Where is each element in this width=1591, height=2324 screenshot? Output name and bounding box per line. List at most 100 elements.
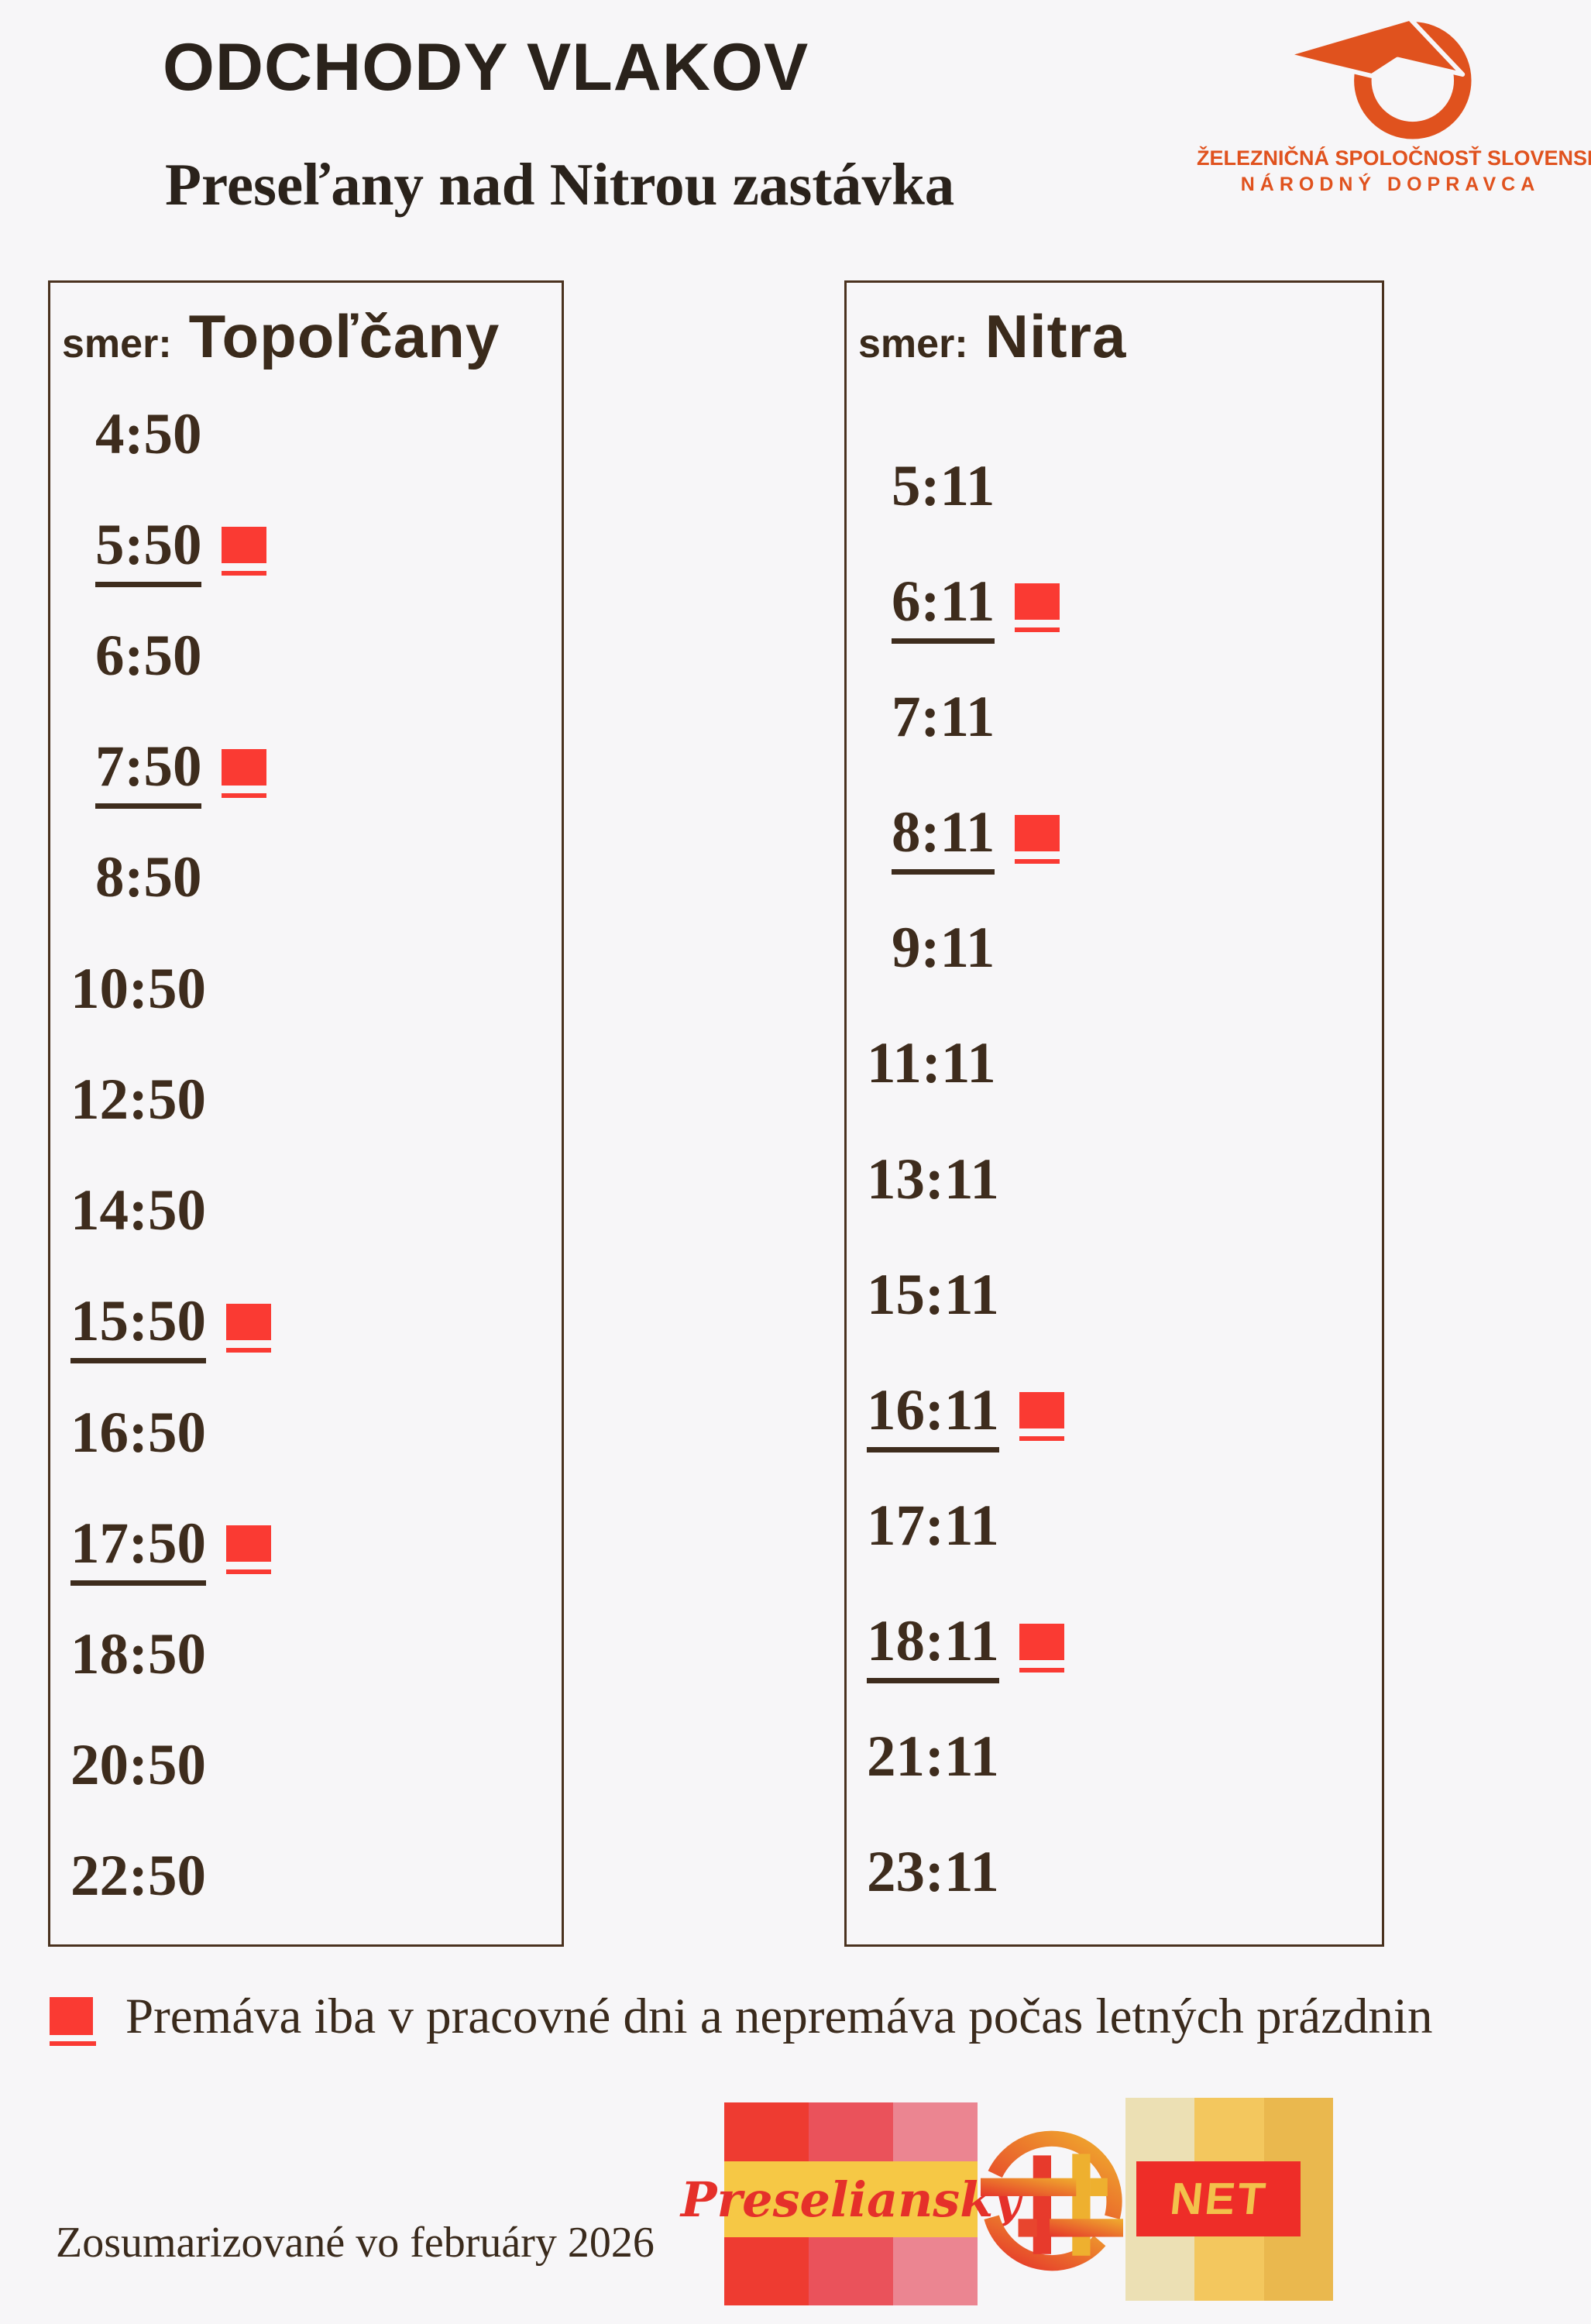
departure-time: 7:50	[95, 737, 202, 810]
direction-label: smer:	[62, 321, 172, 366]
departure-row: 17:50	[50, 1494, 562, 1605]
departure-row: 9:11	[847, 897, 1382, 1012]
summary-date: Zosumarizované vo februáry 2026	[56, 2219, 655, 2267]
departure-row: 15:11	[847, 1243, 1382, 1359]
departure-row: 4:50	[50, 385, 562, 496]
departure-time: 15:50	[70, 1292, 206, 1364]
departure-time: 7:11	[892, 684, 995, 749]
departure-row: 8:50	[50, 829, 562, 940]
red-underline	[50, 2041, 96, 2046]
preseliansky-wordmark: Preseliansky	[680, 2171, 1022, 2228]
zssk-logo: ŽELEZNIČNÁ SPOLOČNOSŤ SLOVENSKO NÁRODNÝ …	[1197, 11, 1591, 197]
red-square-icon	[50, 1997, 93, 2035]
departure-row: 6:50	[50, 607, 562, 717]
departure-row: 15:50	[50, 1273, 562, 1384]
column-header: smer: Topoľčany	[50, 283, 562, 372]
departure-list: 5:11 6:11 7:11 8:11	[847, 435, 1382, 1937]
departure-time: 11:11	[867, 1031, 996, 1096]
departure-time: 5:11	[892, 453, 995, 518]
departure-row: 18:50	[50, 1605, 562, 1716]
departure-row: 10:50	[50, 940, 562, 1050]
workday-marker-icon	[1015, 814, 1060, 864]
workday-marker-icon	[1019, 1392, 1064, 1442]
departure-time: 9:11	[892, 916, 995, 981]
departure-time: 18:11	[867, 1612, 999, 1684]
column-header: smer: Nitra	[847, 283, 1382, 372]
departure-row: 18:11	[847, 1590, 1382, 1706]
zssk-train-icon	[1283, 15, 1472, 139]
departure-row: 11:11	[847, 1012, 1382, 1128]
departure-list: 4:50 5:50 6:50 7:50	[50, 385, 562, 1938]
net-wordmark: NET	[1167, 2174, 1270, 2224]
departure-row: 21:11	[847, 1706, 1382, 1821]
departure-time: 21:11	[867, 1724, 999, 1789]
departure-time: 16:11	[867, 1381, 999, 1452]
departure-time: 20:50	[70, 1733, 206, 1798]
red-square-icon	[1015, 583, 1060, 621]
departure-time: 6:50	[95, 624, 202, 689]
preseliansky-band: Preseliansky	[681, 2161, 1021, 2237]
red-underline	[1015, 627, 1060, 633]
station-name: Preseľany nad Nitrou zastávka	[165, 151, 955, 218]
departure-row: 6:11	[847, 550, 1382, 665]
red-underline	[1019, 1436, 1064, 1442]
departure-time: 12:50	[70, 1067, 206, 1132]
departure-time: 8:11	[892, 803, 995, 875]
red-square-icon	[222, 527, 267, 564]
red-square-icon	[1015, 814, 1060, 851]
departure-row: 5:50	[50, 496, 562, 607]
red-square-icon	[225, 1303, 271, 1340]
departure-time: 4:50	[95, 401, 202, 466]
departure-time: 18:50	[70, 1622, 206, 1687]
red-square-icon	[222, 748, 267, 786]
legend: Premáva iba v pracovné dni a nepremáva p…	[50, 1980, 1433, 2046]
departure-row: 13:11	[847, 1128, 1382, 1243]
departure-row: 8:11	[847, 781, 1382, 896]
departure-time: 5:50	[95, 516, 202, 587]
red-underline	[1019, 1667, 1064, 1673]
departure-row: 12:50	[50, 1050, 562, 1161]
legend-text: Premáva iba v pracovné dni a nepremáva p…	[125, 1989, 1433, 2044]
workday-marker-icon	[1015, 583, 1060, 633]
workday-marker-icon	[222, 527, 267, 576]
red-underline	[225, 1347, 271, 1353]
legend-marker-icon	[50, 1997, 96, 2046]
departure-row: 5:11	[847, 435, 1382, 550]
red-underline	[222, 571, 267, 576]
departure-row: 16:50	[50, 1384, 562, 1494]
departure-time: 17:50	[70, 1514, 206, 1586]
departure-row: 23:11	[847, 1821, 1382, 1937]
page-title: ODCHODY VLAKOV	[163, 30, 809, 105]
direction-column-topolcany: smer: Topoľčany 4:50 5:50 6:50	[48, 280, 564, 1947]
workday-marker-icon	[222, 748, 267, 798]
direction-column-nitra: smer: Nitra 5:11 6:11 7:11	[844, 280, 1384, 1947]
workday-marker-icon	[225, 1303, 271, 1353]
departure-row: 22:50	[50, 1827, 562, 1938]
departure-row: 7:11	[847, 665, 1382, 781]
departure-row: 14:50	[50, 1162, 562, 1273]
departure-time: 16:50	[70, 1400, 206, 1465]
red-square-icon	[1019, 1392, 1064, 1429]
destination-name: Nitra	[984, 302, 1127, 370]
departure-time: 17:11	[867, 1493, 999, 1558]
direction-label: smer:	[858, 321, 968, 366]
destination-name: Topoľčany	[188, 302, 500, 370]
departure-time: 10:50	[70, 956, 206, 1021]
net-badge: NET	[1136, 2161, 1301, 2236]
workday-marker-icon	[225, 1525, 271, 1575]
red-square-icon	[225, 1525, 271, 1563]
departure-row: 16:11	[847, 1359, 1382, 1474]
workday-marker-icon	[1019, 1623, 1064, 1673]
departure-time: 23:11	[867, 1840, 999, 1905]
departure-time: 15:11	[867, 1262, 999, 1327]
zssk-tagline: NÁRODNÝ DOPRAVCA	[1240, 173, 1541, 195]
red-underline	[1015, 858, 1060, 864]
departure-row: 20:50	[50, 1717, 562, 1827]
departure-time: 8:50	[95, 845, 202, 910]
red-underline	[222, 792, 267, 798]
departure-row: 17:11	[847, 1474, 1382, 1590]
departure-time: 13:11	[867, 1147, 999, 1212]
departure-row: 7:50	[50, 718, 562, 829]
red-square-icon	[1019, 1623, 1064, 1660]
